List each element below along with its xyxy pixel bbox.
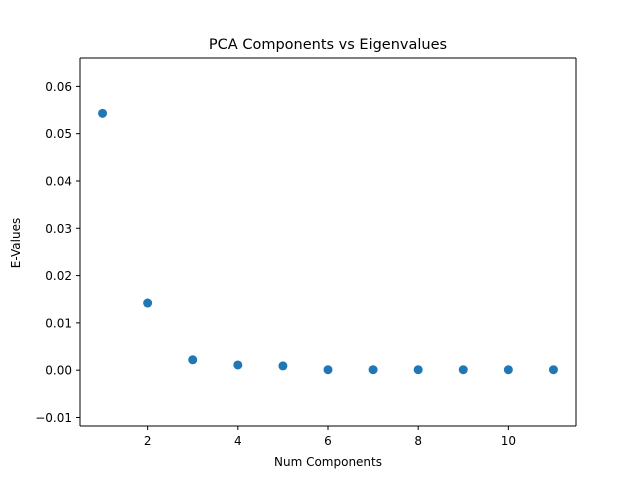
y-tick-label: 0.06 <box>45 80 72 94</box>
data-point <box>233 360 243 370</box>
data-point <box>323 365 333 375</box>
x-tick-label: 8 <box>414 434 422 448</box>
plot-area <box>98 108 558 375</box>
data-point <box>143 298 153 308</box>
data-point <box>368 365 378 375</box>
chart-title: PCA Components vs Eigenvalues <box>209 37 447 53</box>
y-tick-label: −0.01 <box>35 411 72 425</box>
data-point <box>503 365 513 375</box>
data-point <box>458 365 468 375</box>
data-point <box>188 355 198 365</box>
y-tick-label: 0.01 <box>45 316 72 330</box>
x-axis-label: Num Components <box>274 455 382 469</box>
y-tick-label: 0.03 <box>45 222 72 236</box>
y-tick-label: 0.02 <box>45 269 72 283</box>
data-point <box>98 108 108 118</box>
y-axis-label: E-Values <box>9 218 23 268</box>
data-point <box>548 365 558 375</box>
x-tick-label: 10 <box>501 434 516 448</box>
data-point <box>278 361 288 371</box>
data-point <box>413 365 423 375</box>
y-tick-label: 0.00 <box>45 364 72 378</box>
y-tick-label: 0.04 <box>45 174 72 188</box>
y-tick-label: 0.05 <box>45 127 72 141</box>
x-tick-label: 6 <box>324 434 332 448</box>
x-tick-label: 4 <box>234 434 242 448</box>
axes: 2 4 6 8 10 −0.01 0.00 0.01 0.02 0.03 0.04 0.05 0.06 <box>35 57 577 448</box>
x-tick-label: 2 <box>144 434 152 448</box>
